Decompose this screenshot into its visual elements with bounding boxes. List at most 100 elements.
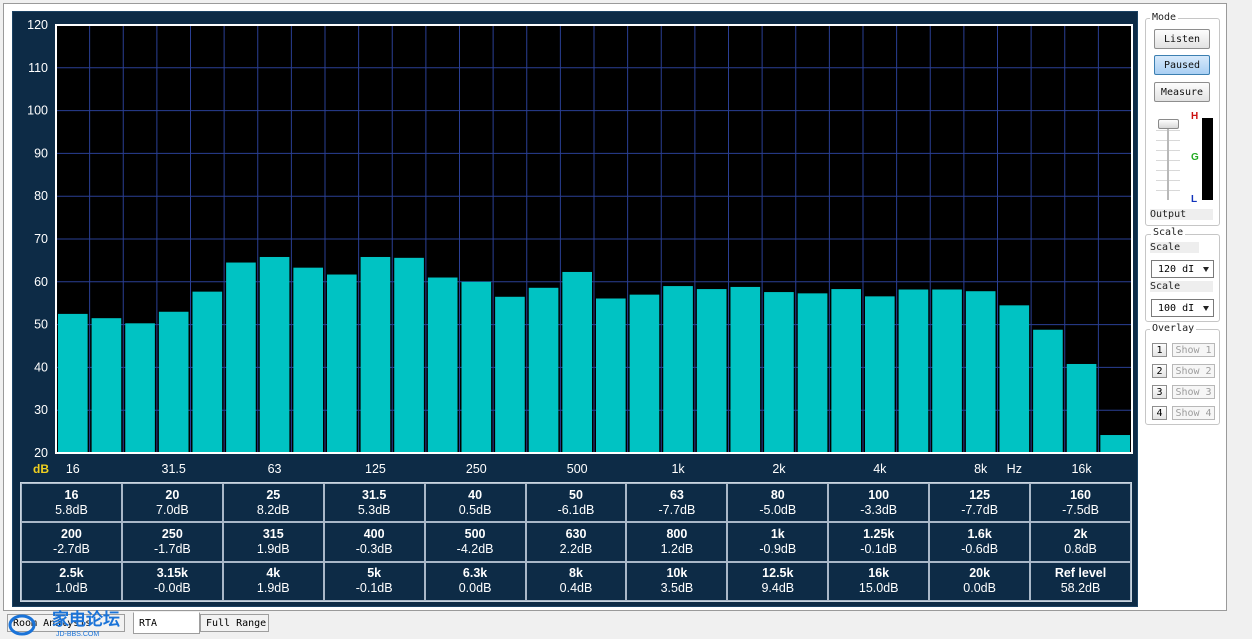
x-unit-label: Hz bbox=[1007, 462, 1022, 476]
band-frequency: 80 bbox=[770, 487, 785, 502]
bar-4k bbox=[865, 296, 895, 453]
tab-full-range[interactable]: Full Range bbox=[200, 614, 269, 632]
mode-group bbox=[1145, 18, 1220, 226]
y-tick-label: 30 bbox=[34, 403, 48, 417]
band-frequency: 800 bbox=[666, 526, 688, 541]
overlay-4-button[interactable]: 4 bbox=[1152, 406, 1167, 420]
bar-250 bbox=[461, 281, 492, 453]
overlay-1-show[interactable]: Show 1 bbox=[1172, 343, 1215, 357]
bar-400 bbox=[528, 287, 559, 453]
bar-5k bbox=[898, 289, 929, 453]
x-tick-label: 2k bbox=[772, 462, 786, 476]
table-cell: 1k -0.9dB bbox=[727, 522, 829, 562]
scale1-value: 120 dI bbox=[1158, 263, 1195, 275]
band-deviation: 8.2dB bbox=[256, 502, 290, 517]
bar-800 bbox=[629, 294, 660, 453]
x-tick-label: 500 bbox=[567, 462, 588, 476]
bar-160 bbox=[394, 257, 424, 453]
mode-group-label: Mode bbox=[1150, 12, 1179, 23]
scale1-label: Scale bbox=[1150, 242, 1199, 253]
watermark-logo-icon bbox=[8, 614, 36, 636]
bottom-tab-bar: Room Analysis RTA Full Range bbox=[0, 612, 1252, 639]
tab-room-analysis[interactable]: Room Analysis bbox=[7, 614, 125, 632]
measure-button[interactable]: Measure bbox=[1154, 82, 1210, 102]
overlay-2-show[interactable]: Show 2 bbox=[1172, 364, 1215, 378]
band-deviation: 7.0dB bbox=[156, 502, 189, 517]
y-unit-label: dB bbox=[33, 462, 49, 476]
band-deviation: -0.3dB bbox=[355, 541, 393, 556]
table-cell: 400 -0.3dB bbox=[323, 522, 425, 562]
x-tick-label: 16 bbox=[66, 462, 80, 476]
band-frequency: 630 bbox=[565, 526, 587, 541]
band-deviation: 1.9dB bbox=[256, 581, 290, 596]
tab-rta[interactable]: RTA bbox=[133, 612, 200, 634]
band-deviation: -0.1dB bbox=[860, 541, 898, 556]
table-cell: 800 1.2dB bbox=[626, 522, 728, 562]
band-frequency: 250 bbox=[161, 526, 183, 541]
bar-1k bbox=[663, 286, 693, 453]
table-cell: 80 -5.0dB bbox=[727, 483, 829, 523]
bar-63 bbox=[259, 256, 290, 453]
band-frequency: 10k bbox=[666, 566, 688, 581]
x-tick-label: 250 bbox=[466, 462, 487, 476]
band-frequency: 400 bbox=[363, 526, 385, 541]
band-deviation: 9.4dB bbox=[761, 581, 795, 596]
table-cell: 10k 3.5dB bbox=[626, 561, 728, 601]
overlay-3-button[interactable]: 3 bbox=[1152, 385, 1167, 399]
bar-12.5k bbox=[1033, 329, 1063, 453]
band-deviation: -4.2dB bbox=[456, 541, 494, 556]
overlay-2-button[interactable]: 2 bbox=[1152, 364, 1167, 378]
paused-button[interactable]: Paused bbox=[1154, 55, 1210, 75]
table-cell: 3.15k -0.0dB bbox=[121, 561, 223, 601]
x-tick-label: 8k bbox=[974, 462, 988, 476]
band-deviation: -6.1dB bbox=[557, 502, 595, 517]
table-cell: 6.3k 0.0dB bbox=[424, 561, 526, 601]
rta-chart: 20 30 40 50 60 70 80 90 100 110 120 16 31.5 63 125 250 5… bbox=[27, 18, 1133, 476]
band-frequency: 200 bbox=[61, 526, 82, 541]
scale2-select[interactable]: 100 dI bbox=[1151, 299, 1214, 317]
output-slider-track[interactable] bbox=[1167, 122, 1169, 200]
table-cell: 500 -4.2dB bbox=[424, 522, 526, 562]
scale1-select[interactable]: 120 dI bbox=[1151, 260, 1214, 278]
band-deviation: -0.6dB bbox=[961, 541, 999, 556]
band-frequency: Ref level bbox=[1054, 566, 1107, 581]
bar-31.5 bbox=[158, 311, 189, 453]
bar-40 bbox=[192, 291, 223, 453]
band-deviation: -5.0dB bbox=[759, 502, 797, 517]
band-frequency: 3.15k bbox=[156, 566, 188, 581]
output-slider-thumb[interactable] bbox=[1158, 119, 1179, 129]
bar-2k bbox=[764, 292, 794, 453]
scale2-dropdown-icon bbox=[1203, 306, 1209, 311]
bar-200 bbox=[427, 277, 458, 453]
band-deviation: -7.7dB bbox=[658, 502, 696, 517]
band-deviation: 58.2dB bbox=[1060, 581, 1101, 596]
meter-good-label: G bbox=[1191, 152, 1199, 163]
band-frequency: 63 bbox=[669, 487, 684, 502]
bar-6.3k bbox=[932, 289, 962, 453]
overlay-1-button[interactable]: 1 bbox=[1152, 343, 1167, 357]
band-deviation: 2.2dB bbox=[559, 541, 593, 556]
watermark-text: 家电论坛 bbox=[52, 609, 120, 629]
bar-16 bbox=[58, 313, 88, 453]
overlay-3-show[interactable]: Show 3 bbox=[1172, 385, 1215, 399]
listen-button[interactable]: Listen bbox=[1154, 29, 1210, 49]
band-frequency: 50 bbox=[569, 487, 583, 502]
band-deviation: -2.7dB bbox=[53, 541, 90, 556]
y-tick-label: 80 bbox=[34, 189, 48, 203]
meter-high-label: H bbox=[1191, 111, 1199, 122]
y-tick-label: 120 bbox=[27, 18, 48, 32]
table-cell: 63 -7.7dB bbox=[626, 483, 728, 523]
band-frequency: 500 bbox=[464, 526, 486, 541]
band-frequency: 160 bbox=[1070, 487, 1091, 502]
scale2-value: 100 dI bbox=[1158, 302, 1195, 314]
band-deviation: -3.3dB bbox=[860, 502, 898, 517]
y-tick-label: 70 bbox=[34, 232, 48, 246]
table-cell: 160 -7.5dB bbox=[1030, 483, 1131, 523]
table-cell: Ref level 58.2dB bbox=[1030, 561, 1131, 601]
overlay-4-show[interactable]: Show 4 bbox=[1172, 406, 1215, 420]
band-deviation: -0.0dB bbox=[153, 581, 191, 596]
y-tick-label: 110 bbox=[28, 61, 48, 75]
band-frequency: 40 bbox=[468, 487, 483, 502]
table-cell: 8k 0.4dB bbox=[525, 561, 627, 601]
band-frequency: 4k bbox=[266, 566, 281, 581]
